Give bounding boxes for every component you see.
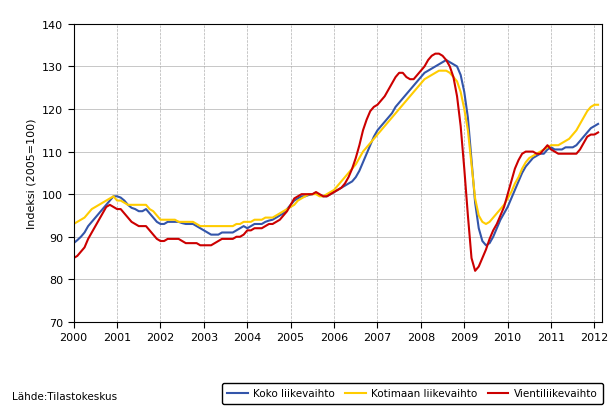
Text: Lähde:Tilastokeskus: Lähde:Tilastokeskus [12,391,117,401]
Kotimaan liikevaihto [222,224,229,229]
Vientiliikevaihto [472,269,479,274]
Koko liikevaihto [443,58,450,63]
Koko liikevaihto [594,122,602,127]
Kotimaan liikevaihto [200,224,208,229]
Line: Kotimaan liikevaihto: Kotimaan liikevaihto [74,71,598,227]
Kotimaan liikevaihto [131,203,139,208]
Vientiliikevaihto [594,131,602,135]
Vientiliikevaihto [200,243,208,248]
Koko liikevaihto [219,230,226,235]
Vientiliikevaihto [334,188,341,193]
Koko liikevaihto [196,226,204,231]
Vientiliikevaihto [219,237,226,242]
Koko liikevaihto [131,207,139,212]
Vientiliikevaihto [432,52,439,57]
Kotimaan liikevaihto [70,222,77,227]
Kotimaan liikevaihto [435,69,443,74]
Kotimaan liikevaihto [594,103,602,108]
Vientiliikevaihto [378,99,385,104]
Koko liikevaihto [334,188,341,193]
Koko liikevaihto [200,228,208,233]
Vientiliikevaihto [70,256,77,261]
Kotimaan liikevaihto [381,124,389,129]
Vientiliikevaihto [131,222,139,227]
Koko liikevaihto [70,241,77,246]
Vientiliikevaihto [196,243,204,248]
Kotimaan liikevaihto [196,224,204,229]
Koko liikevaihto [378,124,385,129]
Kotimaan liikevaihto [338,180,345,185]
Koko liikevaihto [482,243,489,248]
Line: Koko liikevaihto: Koko liikevaihto [74,61,598,246]
Kotimaan liikevaihto [204,224,211,229]
Legend: Koko liikevaihto, Kotimaan liikevaihto, Vientiliikevaihto: Koko liikevaihto, Kotimaan liikevaihto, … [222,383,603,404]
Y-axis label: Indeksi (2005=100): Indeksi (2005=100) [26,119,37,228]
Line: Vientiliikevaihto: Vientiliikevaihto [74,55,598,271]
